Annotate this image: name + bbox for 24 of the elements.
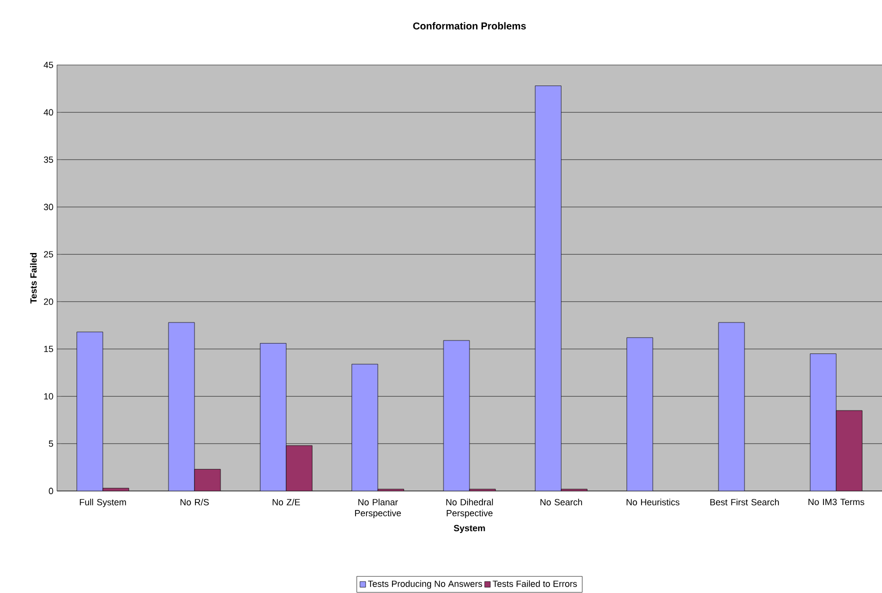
legend-label: Tests Producing No Answers: [368, 580, 482, 589]
y-tick-label: 25: [44, 251, 54, 258]
y-tick-label: 45: [44, 62, 54, 68]
y-tick-label: 0: [48, 488, 54, 494]
x-tick-label: Full System: [80, 498, 126, 508]
y-tick-label: 5: [48, 440, 54, 447]
x-tick-label: No Planar Perspective: [355, 498, 401, 518]
y-tick-label: 35: [44, 156, 54, 163]
y-tick-label: 15: [44, 346, 54, 352]
x-axis-title: System: [454, 524, 485, 534]
x-tick-label: No Heuristics: [626, 498, 680, 506]
y-tick-label: 20: [44, 298, 54, 305]
y-tick-label: 40: [44, 109, 54, 116]
y-tick-label: 30: [44, 204, 54, 210]
x-tick-label: No Search: [540, 498, 582, 506]
chart-title: Conformation Problems: [413, 22, 526, 30]
y-tick-label: 10: [44, 393, 54, 400]
x-tick-label: No IM3 Terms: [808, 498, 864, 506]
x-tick-label: No R/S: [180, 498, 209, 506]
x-tick-label: No Dihedral Perspective: [446, 498, 493, 518]
x-tick-label: No Z/E: [272, 498, 300, 506]
x-tick-label: Best First Search: [710, 498, 779, 506]
y-axis-title: Tests Failed: [30, 253, 37, 304]
legend-label: Tests Failed to Errors: [492, 580, 577, 587]
